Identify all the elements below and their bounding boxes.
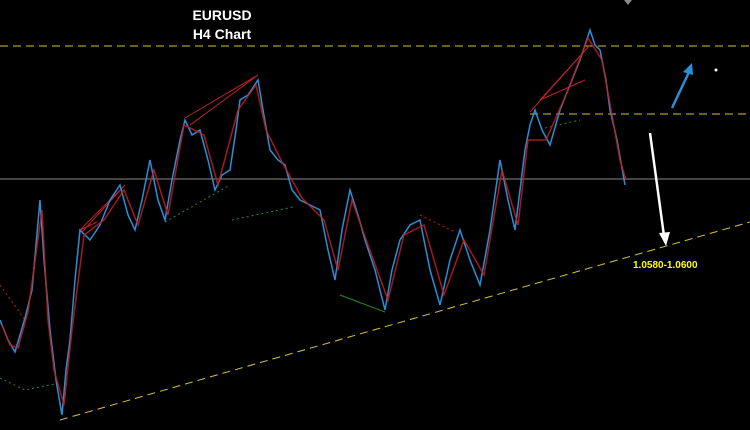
target-label: 1.0580-1.0600 — [633, 260, 698, 271]
zigzag — [0, 377, 61, 391]
price-series — [0, 27, 626, 416]
down-arrow — [648, 132, 666, 237]
zigzag — [419, 214, 456, 233]
zigzag — [79, 184, 126, 233]
zigzag — [529, 44, 591, 113]
price-series — [1, 36, 627, 406]
up-arrow-head — [683, 63, 693, 75]
zigzag — [544, 119, 581, 129]
timeframe-title: H4 Chart — [193, 26, 252, 42]
trend-line — [59, 221, 750, 421]
zigzag — [0, 284, 26, 321]
down-arrow-head — [659, 232, 670, 246]
zigzag — [184, 74, 259, 126]
zigzag — [231, 206, 294, 221]
scroll-marker — [624, 0, 632, 5]
zigzag — [339, 294, 386, 313]
up-arrow — [670, 69, 692, 109]
dot — [714, 68, 718, 72]
symbol-title: EURUSD — [192, 7, 251, 23]
